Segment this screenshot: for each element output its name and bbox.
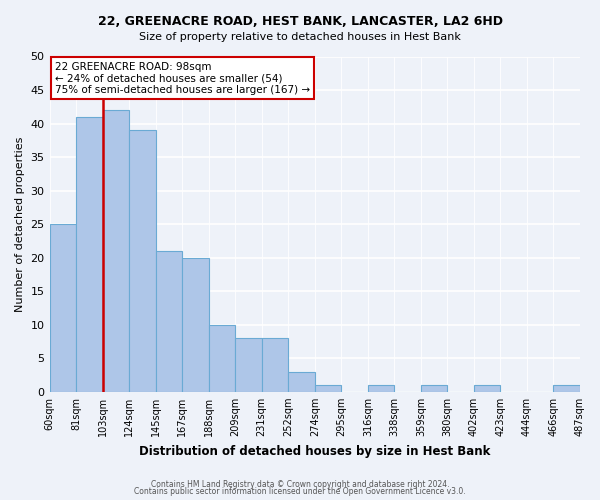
Bar	[474, 385, 500, 392]
Bar	[209, 324, 235, 392]
Bar	[235, 338, 262, 392]
Bar	[262, 338, 288, 392]
Text: 22, GREENACRE ROAD, HEST BANK, LANCASTER, LA2 6HD: 22, GREENACRE ROAD, HEST BANK, LANCASTER…	[97, 15, 503, 28]
Bar	[129, 130, 155, 392]
Bar	[421, 385, 448, 392]
Text: Contains HM Land Registry data © Crown copyright and database right 2024.: Contains HM Land Registry data © Crown c…	[151, 480, 449, 489]
Bar	[103, 110, 129, 392]
Y-axis label: Number of detached properties: Number of detached properties	[15, 136, 25, 312]
Bar	[50, 224, 76, 392]
Bar	[315, 385, 341, 392]
Bar	[182, 258, 209, 392]
Bar	[76, 117, 103, 392]
Text: Size of property relative to detached houses in Hest Bank: Size of property relative to detached ho…	[139, 32, 461, 42]
Bar	[288, 372, 315, 392]
X-axis label: Distribution of detached houses by size in Hest Bank: Distribution of detached houses by size …	[139, 444, 490, 458]
Text: Contains public sector information licensed under the Open Government Licence v3: Contains public sector information licen…	[134, 487, 466, 496]
Bar	[368, 385, 394, 392]
Bar	[553, 385, 580, 392]
Text: 22 GREENACRE ROAD: 98sqm
← 24% of detached houses are smaller (54)
75% of semi-d: 22 GREENACRE ROAD: 98sqm ← 24% of detach…	[55, 62, 310, 94]
Bar	[155, 251, 182, 392]
